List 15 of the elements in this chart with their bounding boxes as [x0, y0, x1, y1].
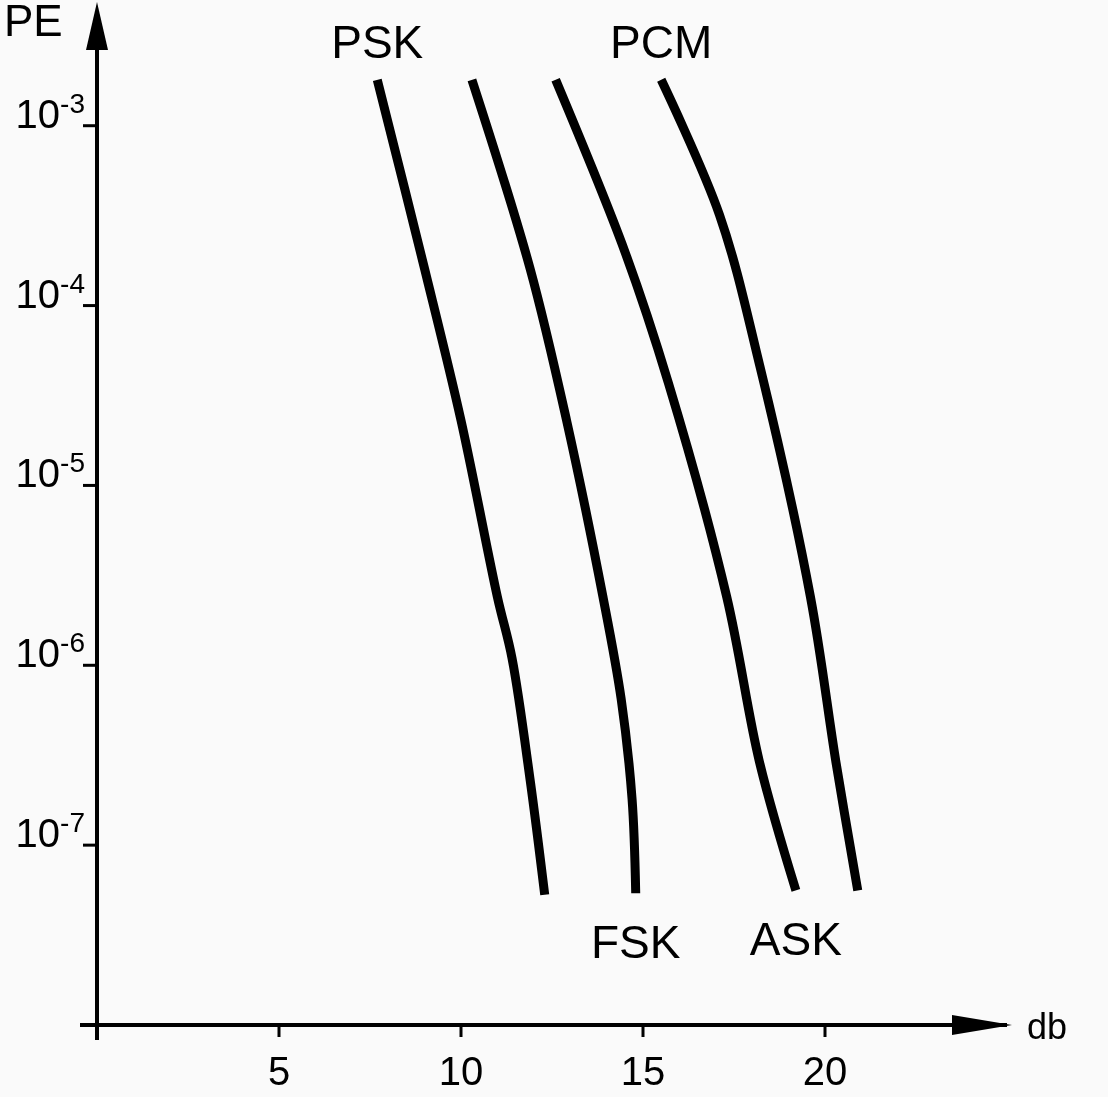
y-tick-label: 10$^{-3}$ [15, 87, 85, 136]
series-label: FSK [590, 916, 681, 969]
y-tick-label: 10$^{-5}$ [15, 446, 85, 496]
series-label: PCM [610, 15, 713, 68]
y-tick-label: 10$^{-6}$ [15, 626, 85, 676]
x-tick-label: 10 [438, 1049, 484, 1093]
series-label: PSK [331, 15, 424, 68]
x-tick-label: 5 [267, 1049, 291, 1093]
y-axis-title: PE [4, 0, 63, 45]
y-tick-label: 10$^{-4}$ [15, 267, 85, 316]
x-tick-label: 15 [620, 1049, 666, 1093]
x-axis-title: db [1027, 1006, 1068, 1047]
series-label: ASK [749, 913, 843, 966]
x-tick-label: 20 [802, 1049, 848, 1093]
y-tick-label: 10$^{-7}$ [15, 806, 85, 856]
